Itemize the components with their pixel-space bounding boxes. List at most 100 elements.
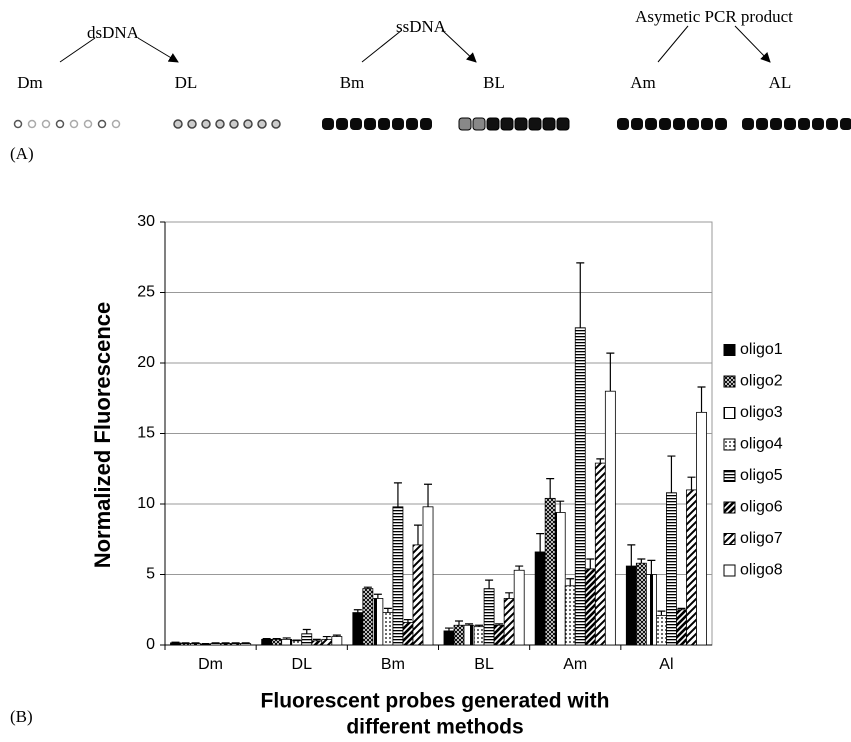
bar: [555, 512, 565, 645]
bar: [272, 639, 282, 645]
error-bar: [667, 456, 675, 493]
panel-label: (A): [10, 144, 34, 163]
y-tick-label: 5: [146, 566, 155, 583]
blot-dot: [701, 118, 713, 130]
x-tick-label: Bm: [381, 656, 405, 673]
blot-dot: [85, 121, 92, 128]
group-title: ssDNA: [396, 17, 447, 36]
group-title: dsDNA: [87, 23, 140, 42]
error-bar: [414, 525, 422, 545]
legend-swatch: [724, 345, 735, 356]
legend-label: oligo3: [740, 404, 783, 421]
bar: [211, 644, 221, 645]
sample-label: Dm: [17, 73, 43, 92]
y-tick-label: 15: [137, 425, 155, 442]
error-bar: [687, 477, 695, 490]
x-tick-label: Am: [563, 656, 587, 673]
error-bar: [182, 643, 190, 644]
error-bar: [576, 263, 584, 328]
legend-swatch: [724, 502, 735, 513]
blot-dot: [742, 118, 754, 130]
error-bar: [566, 579, 574, 586]
blot-dot: [15, 121, 22, 128]
blot-dot: [631, 118, 643, 130]
blot-dot: [798, 118, 810, 130]
bar: [403, 622, 413, 645]
blot-dot: [272, 120, 280, 128]
bar: [201, 644, 211, 645]
bar: [494, 625, 504, 645]
blot-dot: [113, 121, 120, 128]
blot-dot: [826, 118, 838, 130]
blot-dot: [459, 118, 471, 130]
legend-label: oligo7: [740, 530, 783, 547]
bar: [454, 625, 464, 645]
blot-dot: [645, 118, 657, 130]
group-title: Asymetic PCR product: [635, 7, 793, 26]
plot: 051015202530DmDLBmBLAmAloligo1oligo2olig…: [137, 213, 783, 673]
bar: [332, 637, 342, 645]
legend-label: oligo4: [740, 436, 783, 453]
bar: [646, 575, 656, 646]
bar: [697, 412, 707, 645]
bar: [514, 570, 524, 645]
page: dsDNA Dm DL ssDNA Bm BL Asymetic PCR pro…: [0, 0, 851, 742]
legend-swatch: [724, 408, 735, 419]
sample-label: Am: [630, 73, 656, 92]
legend-label: oligo1: [740, 341, 783, 358]
bar: [666, 493, 676, 645]
bar: [393, 507, 403, 645]
panel-label: (B): [10, 707, 33, 726]
bar: [292, 641, 302, 645]
error-bar: [273, 639, 281, 640]
error-bar: [505, 593, 513, 599]
x-tick-label: DL: [292, 656, 313, 673]
bar: [231, 644, 241, 645]
error-bar: [424, 484, 432, 507]
x-tick-label: Al: [659, 656, 673, 673]
bar: [363, 589, 373, 645]
blot-dot: [71, 121, 78, 128]
blot-dot: [406, 118, 418, 130]
error-bar: [171, 642, 179, 643]
legend-label: oligo2: [740, 373, 783, 390]
sample-label: DL: [175, 73, 198, 92]
bar: [565, 586, 575, 645]
blot-dot: [322, 118, 334, 130]
bar: [595, 463, 605, 645]
blot-dot: [216, 120, 224, 128]
blot-dot: [420, 118, 432, 130]
error-bar: [698, 387, 706, 412]
blot-dot: [392, 118, 404, 130]
bar: [241, 644, 251, 645]
arrow: [658, 26, 770, 62]
blot-dot: [230, 120, 238, 128]
error-bar: [647, 560, 655, 574]
blot-dot: [515, 118, 527, 130]
x-axis-title: Fluorescent probes generated with: [261, 690, 610, 713]
legend-swatch: [724, 471, 735, 482]
y-axis-title: Normalized Fluorescence: [90, 302, 115, 569]
sample-label: BL: [483, 73, 505, 92]
blot-dot: [617, 118, 629, 130]
error-bar: [202, 644, 210, 645]
error-bar: [293, 640, 301, 641]
error-bar: [323, 637, 331, 640]
legend-swatch: [724, 376, 735, 387]
bar: [373, 598, 383, 645]
error-bar: [242, 643, 250, 644]
bar: [474, 627, 484, 645]
bar: [262, 639, 272, 645]
blot-dot: [336, 118, 348, 130]
blot-dot: [244, 120, 252, 128]
legend-label: oligo6: [740, 499, 783, 516]
blot-dot: [840, 118, 851, 130]
error-bar: [536, 534, 544, 552]
blot-dots: [15, 118, 851, 130]
error-bar: [627, 545, 635, 566]
error-bar: [394, 483, 402, 507]
blot-dot: [258, 120, 266, 128]
bar: [191, 644, 201, 645]
error-bar: [657, 611, 665, 615]
bar: [312, 641, 322, 645]
